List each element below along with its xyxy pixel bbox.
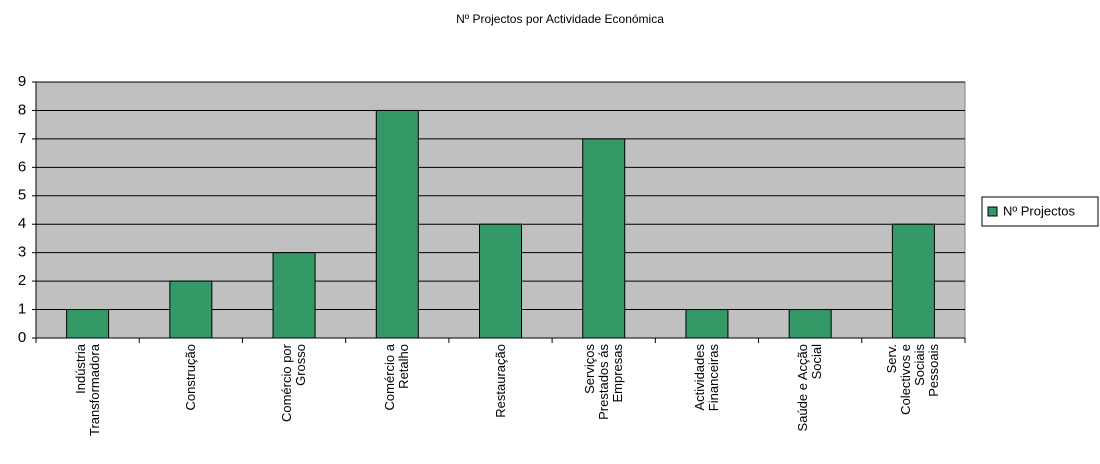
bar: [66, 309, 110, 339]
x-tick-label: Construção: [182, 344, 198, 411]
y-tick-label: 4: [18, 215, 26, 232]
y-tick-label: 7: [18, 130, 26, 147]
x-tick-label: Comércio a Retalho: [382, 344, 412, 411]
y-tick-label: 8: [18, 101, 26, 118]
legend-box: [981, 196, 1099, 227]
y-tick-label: 9: [18, 73, 26, 90]
chart-title: Nº Projectos por Actividade Económica: [456, 12, 664, 26]
y-tick-label: 0: [18, 329, 26, 346]
x-tick-label: Serviços Prestados ás Empresas: [581, 344, 625, 420]
legend-label: Nº Projectos: [1003, 203, 1075, 218]
x-tick-label: Serv. Colectivos e Sociais Pessoais: [884, 344, 942, 415]
bar: [788, 309, 832, 339]
y-tick-label: 5: [18, 187, 26, 204]
y-tick-label: 1: [18, 301, 26, 318]
bar: [685, 309, 729, 339]
y-tick-label: 3: [18, 244, 26, 261]
y-tick-label: 2: [18, 272, 26, 289]
bar: [479, 223, 522, 339]
bar: [891, 223, 935, 339]
legend-swatch: [987, 206, 998, 217]
x-tick-label: Restauração: [492, 344, 508, 418]
bar: [375, 109, 419, 339]
bar: [169, 280, 213, 339]
y-tick-label: 6: [18, 158, 26, 175]
x-tick-label: Indústria Transformadora: [72, 344, 102, 436]
x-tick-label: Actividades Financeiras: [691, 344, 721, 412]
x-tick-label: Comércio por Grosso: [279, 344, 309, 423]
x-tick-label: Saúde e Acção Social: [795, 344, 825, 432]
bar: [582, 138, 626, 339]
bar: [272, 252, 316, 339]
